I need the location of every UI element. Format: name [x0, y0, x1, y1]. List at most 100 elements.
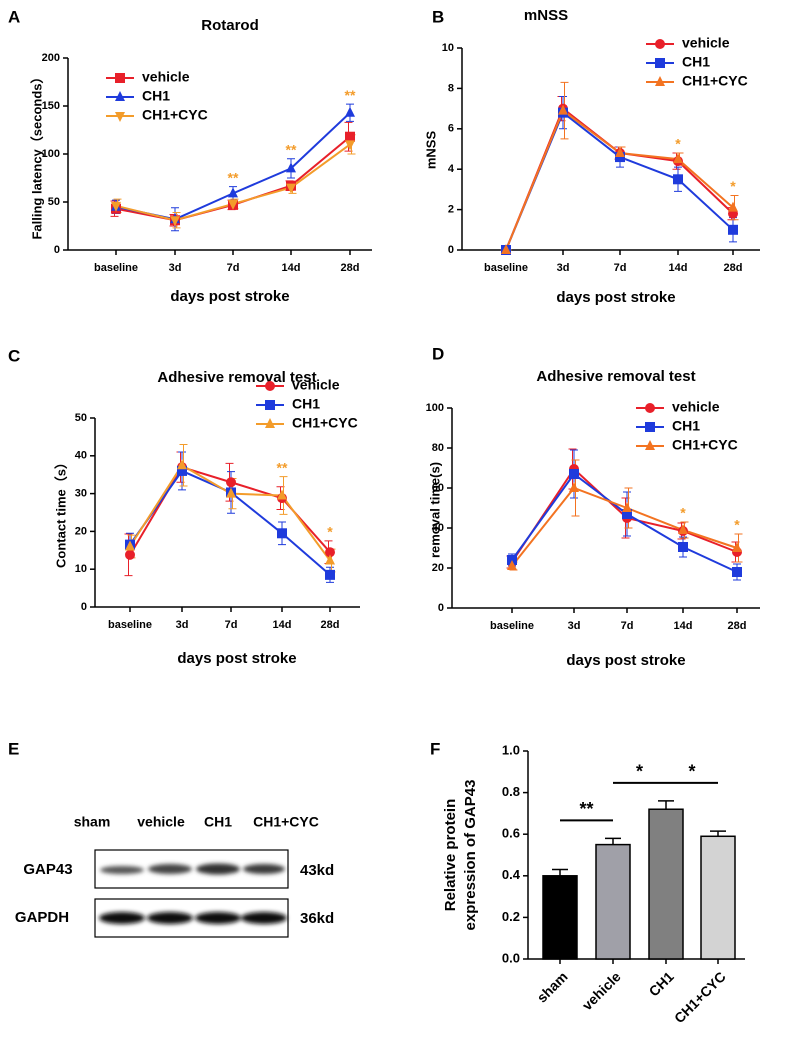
y-tick-label: 0.8	[502, 784, 520, 799]
error-bar	[552, 868, 568, 876]
x-tick-label: 14d	[273, 619, 292, 631]
panel-letter: B	[432, 7, 444, 26]
x-tick-label: 7d	[614, 262, 627, 274]
data-point	[622, 502, 632, 512]
y-tick-label: 6	[448, 123, 454, 135]
y-axis-label: Contact time（s）	[53, 456, 68, 568]
x-tick-label: CH1+CYC	[671, 968, 729, 1026]
y-tick-label: 10	[75, 563, 87, 575]
lane-label: CH1	[204, 814, 232, 830]
legend-label: CH1	[682, 54, 710, 70]
data-point	[228, 187, 238, 198]
y-tick-label: 8	[448, 82, 454, 94]
bar	[595, 843, 631, 960]
data-point	[228, 199, 238, 210]
legend-marker	[655, 39, 665, 49]
data-point	[728, 224, 738, 235]
y-tick-label: 4	[448, 163, 455, 175]
y-axis-label: mNSS	[423, 131, 438, 170]
legend-marker	[115, 73, 125, 83]
chart-title: Adhesive removal test	[157, 369, 316, 386]
data-point	[226, 487, 236, 498]
data-point	[728, 201, 738, 212]
bar	[700, 835, 736, 960]
legend-marker	[265, 400, 275, 410]
panel-letter: A	[8, 7, 20, 26]
data-point	[732, 542, 742, 552]
y-axis-label-line: expression of GAP43	[462, 780, 479, 931]
data-point	[177, 465, 187, 476]
series-line	[505, 106, 734, 251]
legend-marker	[115, 112, 125, 122]
data-point	[325, 547, 335, 558]
row-label: GAPDH	[15, 909, 69, 926]
y-tick-label: 40	[75, 450, 87, 462]
y-tick-label: 150	[42, 100, 60, 112]
legend-marker	[655, 76, 665, 86]
data-point	[558, 104, 568, 115]
significance: *	[327, 524, 333, 540]
panel-letter: E	[8, 739, 19, 758]
panel-letter: D	[432, 344, 444, 363]
y-tick-label: 20	[75, 525, 87, 537]
legend-marker	[645, 440, 655, 450]
data-point	[615, 152, 625, 163]
y-tick-label: 2	[448, 204, 454, 216]
data-point	[177, 459, 187, 470]
data-point	[569, 482, 579, 492]
x-axis-label: days post stroke	[566, 652, 685, 669]
data-point	[286, 183, 296, 194]
panel-letter: C	[8, 346, 20, 365]
data-point	[111, 201, 121, 212]
data-point	[569, 469, 579, 479]
y-tick-label: 20	[432, 562, 444, 574]
legend-label: CH1+CYC	[682, 73, 748, 89]
data-point	[170, 216, 180, 227]
data-point	[125, 540, 135, 551]
data-point	[125, 549, 135, 560]
size-label: 36kd	[300, 910, 334, 927]
y-axis-label: Relative protein expression of GAP43	[442, 780, 479, 931]
legend-marker	[645, 403, 655, 413]
significance: *	[636, 762, 643, 782]
y-tick-label: 0.4	[502, 867, 521, 882]
y-axis-label-line: Relative protein	[442, 799, 459, 912]
significance: **	[277, 459, 288, 475]
legend-marker	[265, 381, 275, 391]
x-tick-label: 3d	[169, 262, 182, 274]
data-point	[226, 477, 236, 488]
significance: *	[680, 505, 686, 521]
bar	[648, 808, 684, 960]
lane-label: vehicle	[137, 814, 185, 830]
x-tick-label: 3d	[568, 620, 581, 632]
significance: **	[228, 169, 239, 185]
y-tick-label: 50	[48, 196, 60, 208]
significance: **	[345, 87, 356, 103]
y-tick-label: 0	[448, 244, 454, 256]
legend-label: CH1+CYC	[672, 437, 738, 453]
data-point	[345, 140, 355, 151]
data-point	[345, 131, 355, 142]
data-point	[325, 554, 335, 565]
legend-label: vehicle	[292, 377, 340, 393]
chart-title: mNSS	[524, 7, 568, 24]
size-label: 43kd	[300, 862, 334, 879]
x-tick-label: baseline	[94, 262, 138, 274]
y-tick-label: 1.0	[502, 742, 520, 757]
x-tick-label: 14d	[669, 262, 688, 274]
x-axis-label: days post stroke	[556, 289, 675, 306]
y-tick-label: 0	[438, 602, 444, 614]
significance: *	[730, 178, 736, 194]
y-tick-label: 100	[426, 402, 444, 414]
x-tick-label: 7d	[227, 262, 240, 274]
x-tick-label: vehicle	[579, 968, 624, 1013]
x-tick-label: 28d	[728, 620, 747, 632]
data-point	[501, 244, 511, 254]
series-line	[511, 486, 738, 567]
x-tick-label: baseline	[490, 620, 534, 632]
significance: *	[734, 517, 740, 533]
data-point	[678, 542, 688, 552]
y-tick-label: 0	[81, 601, 87, 613]
x-tick-label: 7d	[225, 619, 238, 631]
